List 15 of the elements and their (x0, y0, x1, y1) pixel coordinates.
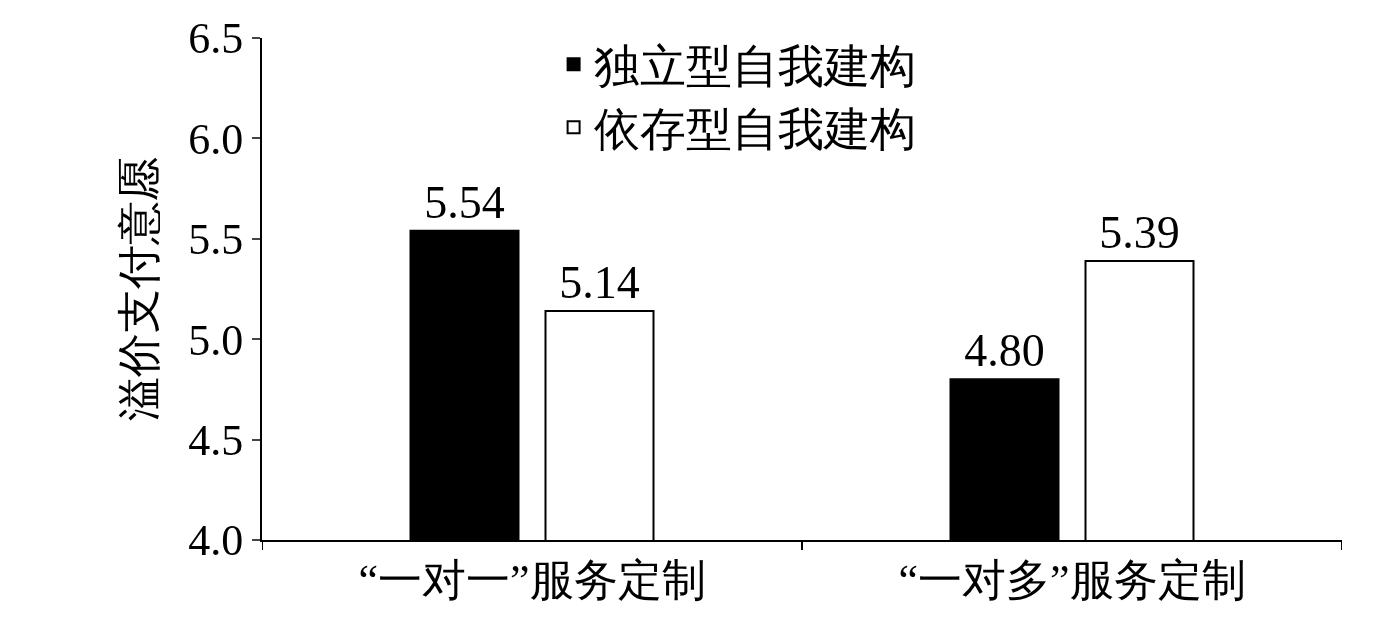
y-axis-title: 溢价支付意愿 (114, 157, 164, 421)
x-tick-label: “一对一”服务定制 (358, 555, 706, 605)
x-tick-label: “一对多”服务定制 (898, 555, 1246, 605)
legend-label: 独立型自我建构 (593, 41, 916, 93)
y-tick-label: 5.0 (188, 315, 244, 365)
y-tick-label: 5.5 (188, 215, 244, 265)
y-tick-label: 6.0 (188, 114, 244, 164)
y-tick-label: 4.0 (188, 516, 244, 566)
data-label: 5.14 (559, 257, 640, 309)
legend-label: 依存型自我建构 (593, 104, 916, 156)
y-tick-label: 6.5 (188, 14, 244, 64)
data-label: 4.80 (964, 325, 1045, 377)
data-label: 5.54 (424, 176, 505, 228)
y-tick-label: 4.5 (188, 416, 244, 465)
data-label: 5.39 (1099, 206, 1180, 258)
